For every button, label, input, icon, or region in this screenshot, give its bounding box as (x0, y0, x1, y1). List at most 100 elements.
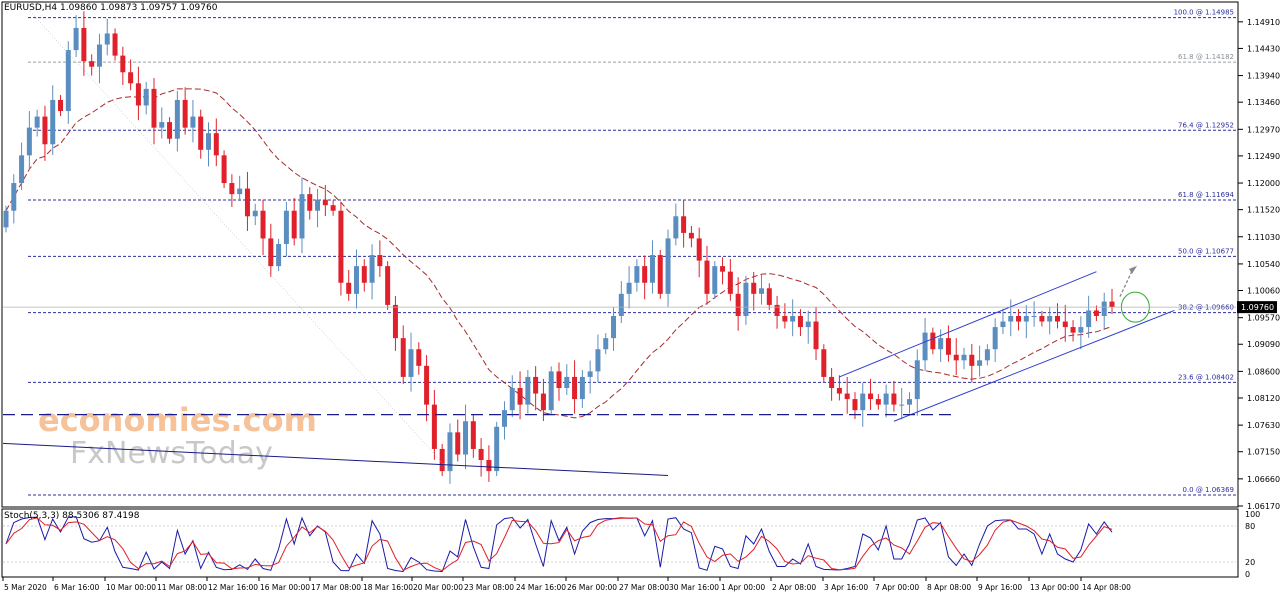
candle-body (252, 210, 258, 217)
candle-body (385, 266, 391, 305)
candle-body (42, 116, 48, 145)
support-trendline (2, 442, 669, 477)
candle-body (611, 315, 617, 339)
candle-body (151, 88, 157, 128)
price-tick-label: 1.11030 (1247, 233, 1280, 242)
ohlc-label: 1.09860 1.09873 1.09757 1.09760 (60, 3, 218, 13)
candle-body (704, 260, 710, 294)
candle-body (174, 99, 180, 139)
candle-body (743, 282, 749, 316)
candle-body (182, 99, 188, 128)
candle-body (891, 393, 897, 405)
candle-body (969, 354, 975, 366)
current-price-badge (1237, 301, 1277, 314)
price-tick-label: 1.09090 (1247, 340, 1280, 349)
price-tick-label: 1.06170 (1247, 502, 1280, 511)
candle-body (649, 255, 655, 283)
candle-body (556, 371, 562, 389)
candle-body (143, 88, 149, 106)
candle-body (759, 288, 765, 294)
candle-body (720, 266, 726, 272)
candle-body (860, 393, 866, 411)
candle-body (829, 376, 835, 389)
candle-body (478, 448, 484, 461)
candle-body (65, 50, 71, 112)
price-tick-label: 1.10540 (1247, 260, 1280, 269)
candle-body (642, 266, 648, 283)
candle-body (805, 321, 811, 328)
candle-body (447, 432, 453, 472)
candle-body (1023, 315, 1029, 322)
candle-body (634, 266, 640, 283)
candle-body (353, 266, 359, 294)
candle-body (221, 155, 227, 184)
candle-body (914, 360, 920, 400)
time-tick-label: 12 Mar 16:00 (208, 583, 258, 592)
candle-body (712, 266, 718, 294)
candle-body (1000, 321, 1006, 328)
candle-body (673, 216, 679, 239)
candle-body (1101, 301, 1107, 316)
candle-body (463, 421, 469, 455)
watermark: economies.com FxNewsToday (38, 401, 317, 471)
candle-body (338, 210, 344, 283)
candle-body (1031, 315, 1037, 317)
candle-body (790, 315, 796, 322)
candle-body (665, 238, 671, 294)
candle-body (58, 99, 64, 112)
watermark-line1: economies.com (38, 401, 317, 439)
candle-body (11, 183, 17, 211)
price-tick-label: 1.07150 (1247, 448, 1280, 457)
candle-body (34, 116, 40, 128)
time-tick-label: 3 Apr 16:00 (824, 583, 868, 592)
candle-body (595, 349, 601, 372)
candle-body (681, 216, 687, 233)
candle-body (120, 55, 126, 73)
candle-body (766, 288, 772, 305)
fib-level-label: 50.0 @ 1.10677 (1178, 247, 1234, 255)
osc-axis-label: 20 (1245, 558, 1255, 567)
candle-body (299, 194, 305, 239)
candle-body (392, 304, 398, 339)
candle-body (369, 255, 375, 283)
candle-body (1086, 310, 1092, 328)
candle-body (408, 349, 414, 377)
candle-body (128, 72, 134, 84)
fib-level-label: 0.0 @ 1.06369 (1182, 486, 1234, 494)
price-tick-label: 1.12970 (1247, 125, 1280, 134)
candle-body (361, 266, 367, 283)
candle-body (73, 27, 79, 51)
time-tick-label: 9 Apr 16:00 (978, 583, 1022, 592)
candle-body (564, 376, 570, 389)
time-tick-label: 6 Mar 16:00 (54, 583, 100, 592)
candle-body (603, 338, 609, 350)
time-tick-label: 20 Mar 00:00 (413, 583, 463, 592)
candle-body (26, 127, 32, 156)
candle-body (315, 199, 321, 211)
oscillator-pane-frame (1, 508, 1239, 578)
candle-body (424, 365, 430, 405)
candle-body (377, 255, 383, 267)
candle-body (322, 199, 328, 206)
candle-body (206, 133, 212, 150)
price-tick-label: 1.08120 (1247, 394, 1280, 403)
candle-body (836, 388, 842, 394)
channel-lower-line (893, 309, 1175, 422)
fib-level-label: 76.4 @ 1.12952 (1178, 121, 1234, 129)
candle-body (237, 188, 243, 195)
projection-arrow (1119, 268, 1134, 297)
price-tick-label: 1.09570 (1247, 314, 1280, 323)
candle-body (696, 238, 702, 261)
candle-body (626, 282, 632, 294)
time-tick-label: 17 Mar 08:00 (311, 583, 361, 592)
candle-body (1062, 321, 1068, 328)
candle-body (1054, 315, 1060, 322)
candle-body (509, 388, 515, 411)
candle-body (883, 393, 889, 405)
time-tick-label: 18 Mar 16:00 (363, 583, 413, 592)
moving-average-line (5, 88, 1113, 419)
time-tick-label: 26 Mar 00:00 (567, 583, 617, 592)
candle-body (953, 354, 959, 361)
